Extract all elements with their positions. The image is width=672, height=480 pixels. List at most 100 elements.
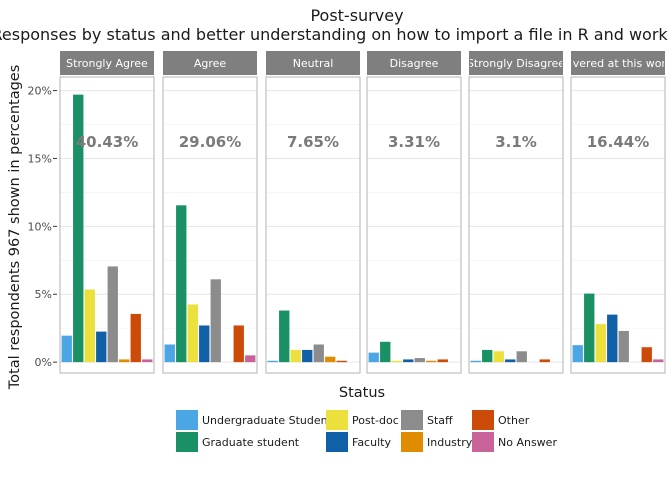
facet-strip (60, 51, 154, 75)
legend: Undergraduate Student Graduate student Pos… (176, 410, 557, 452)
facet-panels: Strongly Agree 40.43% Agree 29.06% Neutral 7.… (59, 51, 672, 374)
facet-strip (266, 51, 360, 75)
bar-post-doc (187, 304, 198, 363)
bar-other (130, 313, 141, 363)
legend-swatch (472, 432, 494, 452)
bar-industry (426, 360, 437, 363)
bar-post-doc (290, 349, 301, 363)
panel-border (366, 76, 462, 374)
bar-graduate-student (482, 349, 493, 363)
panel-border (265, 76, 361, 374)
bar-faculty (302, 349, 313, 363)
bar-undergraduate-student (572, 345, 583, 363)
panel-total-label: 3.31% (388, 133, 440, 151)
bar-faculty (199, 325, 210, 363)
facet-strip-label: Strongly Disagree (467, 57, 565, 70)
y-tick-label: 10% (28, 220, 52, 233)
bar-faculty (96, 331, 107, 363)
x-axis-label: Status (339, 385, 385, 401)
bar-graduate-student (584, 293, 595, 363)
facet-strip (571, 51, 665, 75)
bar-undergraduate-student (164, 344, 175, 363)
bar-staff (313, 344, 324, 363)
panel-total-label: 40.43% (76, 133, 138, 151)
facet-panel: Strongly Disagree 3.1% (467, 51, 565, 374)
bar-graduate-student (380, 341, 391, 363)
panel-total-label: 7.65% (287, 133, 339, 151)
legend-label: Faculty (352, 436, 391, 449)
bar-faculty (403, 359, 414, 363)
bar-post-doc (493, 351, 504, 363)
bar-undergraduate-student (267, 360, 278, 363)
panel-background (367, 77, 461, 373)
panel-background (469, 77, 563, 373)
legend-label: Graduate student (202, 436, 300, 449)
legend-label: Post-doc (352, 414, 399, 427)
bar-other (539, 359, 550, 363)
bar-industry (119, 359, 130, 363)
facet-strip (163, 51, 257, 75)
bar-other (641, 347, 652, 363)
legend-label: No Answer (498, 436, 557, 449)
legend-swatch (176, 410, 198, 430)
y-tick-label: 15% (28, 152, 52, 165)
bar-other (336, 360, 347, 363)
facet-panel: Strongly Agree 40.43% (59, 51, 155, 374)
legend-label: Staff (427, 414, 453, 427)
legend-swatch (401, 410, 423, 430)
y-tick-label: 0% (35, 356, 52, 369)
panel-border (59, 76, 155, 374)
bar-post-doc (84, 289, 95, 363)
bar-other (233, 325, 244, 363)
facet-strip-label: Neutral (293, 57, 334, 70)
y-tick-label: 20% (28, 85, 52, 98)
bar-post-doc (391, 360, 402, 363)
facet-strip-label: Disagree (390, 57, 439, 70)
bar-no-answer (245, 355, 256, 363)
y-axis-ticks: 0% 5% 10% 15% 20% (28, 85, 57, 369)
bar-graduate-student (279, 310, 290, 363)
facet-strip-label: Not covered at this workshop (537, 57, 672, 70)
bar-post-doc (595, 324, 606, 363)
y-tick-label: 5% (35, 288, 52, 301)
bar-staff (618, 330, 629, 363)
bar-faculty (505, 359, 516, 363)
bar-staff (210, 279, 221, 363)
chart-subtitle: Responses by status and better understan… (0, 25, 672, 44)
bar-industry (325, 356, 336, 363)
facet-strip-label: Agree (194, 57, 227, 70)
bar-no-answer (142, 359, 153, 363)
bar-undergraduate-student (61, 335, 72, 363)
panel-border (468, 76, 564, 374)
legend-swatch (326, 410, 348, 430)
bar-undergraduate-student (368, 352, 379, 363)
legend-label: Undergraduate Student (202, 414, 333, 427)
bar-other (437, 359, 448, 363)
chart-title: Post-survey (310, 6, 403, 25)
legend-swatch (401, 432, 423, 452)
legend-label: Industry (427, 436, 473, 449)
bar-faculty (607, 314, 618, 363)
bar-graduate-student (73, 94, 84, 363)
bar-staff (107, 266, 118, 363)
panel-border (162, 76, 258, 374)
bar-staff (516, 351, 527, 363)
legend-swatch (472, 410, 494, 430)
legend-swatch (176, 432, 198, 452)
legend-label: Other (498, 414, 530, 427)
panel-border (570, 76, 666, 374)
facet-panel: Neutral 7.65% (265, 51, 361, 374)
facet-strip (469, 51, 563, 75)
bar-no-answer (653, 359, 664, 363)
y-axis-label: Total respondents 967 shown in percentag… (7, 65, 23, 391)
panel-total-label: 16.44% (587, 133, 649, 151)
facet-strip (367, 51, 461, 75)
legend-swatch (326, 432, 348, 452)
bar-undergraduate-student (470, 360, 481, 363)
panel-total-label: 3.1% (495, 133, 537, 151)
facet-panel: Not covered at this workshop 16.44% (537, 51, 672, 374)
bar-graduate-student (176, 205, 187, 363)
facet-panel: Disagree 3.31% (366, 51, 462, 374)
facet-panel: Agree 29.06% (162, 51, 258, 374)
